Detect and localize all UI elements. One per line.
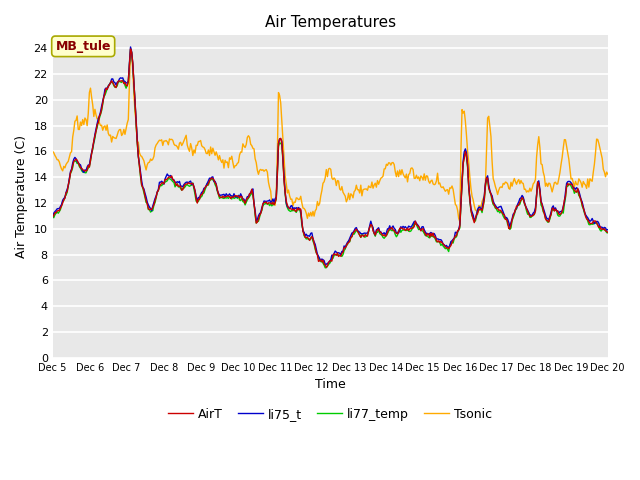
li77_temp bbox=[314, 252, 321, 257]
li77_temp bbox=[604, 230, 612, 236]
Tsonic bbox=[314, 199, 321, 204]
AirT bbox=[49, 214, 56, 220]
li77_temp bbox=[127, 47, 134, 53]
li77_temp bbox=[381, 234, 389, 240]
Tsonic bbox=[593, 136, 600, 142]
Line: AirT: AirT bbox=[52, 49, 608, 267]
Title: Air Temperatures: Air Temperatures bbox=[265, 15, 396, 30]
li77_temp bbox=[351, 229, 359, 235]
Tsonic bbox=[49, 149, 56, 155]
Legend: AirT, li75_t, li77_temp, Tsonic: AirT, li75_t, li77_temp, Tsonic bbox=[163, 403, 497, 426]
Line: Tsonic: Tsonic bbox=[52, 48, 608, 222]
li75_t bbox=[317, 258, 324, 264]
Line: li77_temp: li77_temp bbox=[52, 50, 608, 268]
li75_t bbox=[593, 218, 600, 224]
Tsonic bbox=[506, 186, 514, 192]
Tsonic bbox=[127, 46, 134, 51]
li75_t bbox=[604, 227, 612, 232]
li75_t bbox=[381, 231, 389, 237]
li75_t bbox=[49, 214, 56, 220]
AirT bbox=[323, 264, 330, 270]
AirT bbox=[593, 220, 600, 226]
AirT bbox=[127, 46, 134, 52]
li75_t bbox=[321, 262, 329, 267]
Y-axis label: Air Temperature (C): Air Temperature (C) bbox=[15, 135, 28, 258]
li77_temp bbox=[506, 227, 514, 232]
AirT bbox=[506, 226, 514, 231]
li75_t bbox=[127, 44, 134, 50]
li75_t bbox=[506, 223, 514, 229]
AirT bbox=[317, 257, 324, 263]
li77_temp bbox=[49, 213, 56, 219]
li75_t bbox=[351, 226, 359, 231]
Tsonic bbox=[604, 171, 612, 177]
li77_temp bbox=[321, 265, 329, 271]
AirT bbox=[381, 233, 389, 239]
li77_temp bbox=[593, 219, 600, 225]
Tsonic bbox=[456, 219, 463, 225]
Tsonic bbox=[317, 193, 324, 199]
li77_temp bbox=[317, 259, 324, 264]
X-axis label: Time: Time bbox=[315, 378, 346, 391]
Line: li75_t: li75_t bbox=[52, 47, 608, 264]
AirT bbox=[351, 228, 359, 233]
Tsonic bbox=[350, 189, 358, 194]
AirT bbox=[314, 252, 321, 258]
Tsonic bbox=[380, 166, 388, 172]
AirT bbox=[604, 229, 612, 235]
Text: MB_tule: MB_tule bbox=[56, 40, 111, 53]
li75_t bbox=[314, 252, 321, 257]
